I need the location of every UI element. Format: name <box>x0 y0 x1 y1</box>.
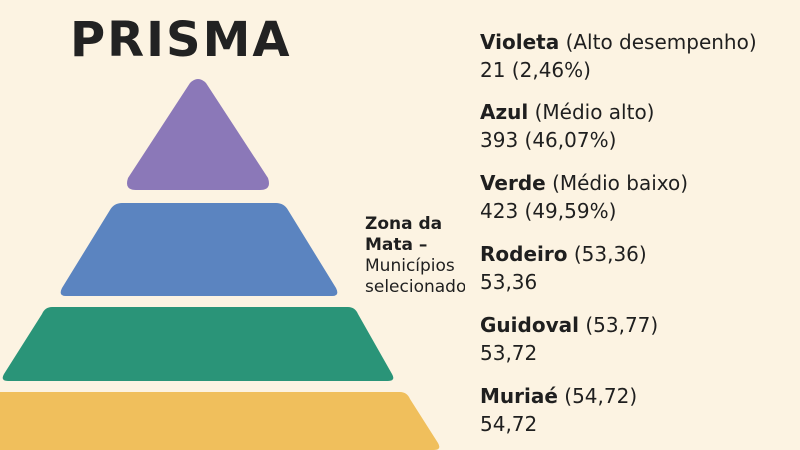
legend-item-muriae: Muriaé (54,72) 54,72 <box>480 382 796 438</box>
zone-label-subtitle: Municípios selecionados <box>365 256 465 297</box>
pyramid-tier-verde <box>2 307 394 381</box>
prisma-pyramid <box>0 79 440 450</box>
legend-item-azul: Azul (Médio alto) 393 (46,07%) <box>480 98 796 154</box>
zone-label: Zona da Mata – Municípios selecionados <box>365 214 465 298</box>
legend-qualifier: (Médio alto) <box>534 100 655 124</box>
legend-name: Verde <box>480 171 546 195</box>
legend-item-verde: Verde (Médio baixo) 423 (49,59%) <box>480 169 796 225</box>
legend-item-rodeiro: Rodeiro (53,36) 53,36 <box>480 240 796 296</box>
page-title: PRISMA <box>70 12 292 68</box>
legend-value: 54,72 <box>480 412 538 436</box>
legend-value: 423 (49,59%) <box>480 199 617 223</box>
legend-qualifier: (53,36) <box>573 242 647 266</box>
legend-item-violeta: Violeta (Alto desempenho) 21 (2,46%) <box>480 28 796 84</box>
legend-name: Azul <box>480 100 529 124</box>
pyramid-tier-azul <box>60 203 338 296</box>
legend-qualifier: (53,77) <box>585 313 659 337</box>
legend-value: 21 (2,46%) <box>480 58 591 82</box>
legend-value: 53,36 <box>480 270 538 294</box>
pyramid-tier-violeta <box>127 79 269 190</box>
legend-name: Rodeiro <box>480 242 568 266</box>
pyramid-tier-amarelo <box>0 392 440 450</box>
zone-label-title: Zona da Mata – <box>365 214 443 255</box>
legend-value: 393 (46,07%) <box>480 128 617 152</box>
legend-name: Muriaé <box>480 384 558 408</box>
legend-value: 53,72 <box>480 341 538 365</box>
legend-item-guidoval: Guidoval (53,77) 53,72 <box>480 311 796 367</box>
legend-qualifier: (Alto desempenho) <box>565 30 757 54</box>
legend-name: Violeta <box>480 30 560 54</box>
legend-qualifier: (Médio baixo) <box>552 171 689 195</box>
legend-name: Guidoval <box>480 313 579 337</box>
legend-qualifier: (54,72) <box>564 384 638 408</box>
